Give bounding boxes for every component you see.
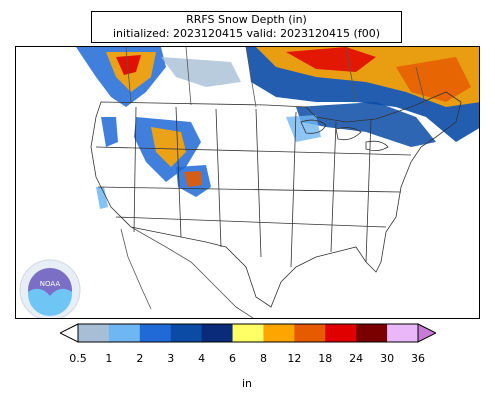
- mexico-outline: [130, 226, 254, 318]
- great-lakes-outline: [300, 119, 389, 151]
- snow-field-layer: [76, 47, 479, 209]
- colorbar-tick-label: 30: [380, 352, 395, 365]
- colorbar-segment: [325, 324, 357, 342]
- noaa-logo: NOAA: [19, 259, 81, 318]
- snow-region-cascades: [101, 117, 118, 147]
- snow-region-quebec-heavy: [396, 57, 471, 102]
- snow-region-sierra: [96, 187, 108, 209]
- colorbar-segment: [387, 324, 419, 342]
- colorbar-segment: [139, 324, 172, 342]
- map-title: RRFS Snow Depth (in): [186, 13, 307, 26]
- colorbar-over-arrow: [417, 323, 436, 343]
- colorbar-segment: [201, 324, 234, 342]
- colorbar-tick-label: 0.5: [69, 352, 87, 365]
- colorbar-segment: [356, 324, 388, 342]
- colorbar-segment: [263, 324, 295, 342]
- snow-region-great-lakes-light: [286, 115, 321, 142]
- state-lines: [95, 106, 412, 268]
- colorbar-tick-label: 18: [318, 352, 333, 365]
- canada-lines: [125, 47, 427, 108]
- colorbar-tick-label: 36: [411, 352, 425, 365]
- colorbar-border: [77, 323, 419, 343]
- colorbar-segment: [78, 324, 110, 342]
- colorbar-segment: [170, 324, 203, 342]
- boundary-layer: [90, 47, 462, 318]
- snow-region-great-lakes: [296, 102, 436, 147]
- colorbar-tick-label: 4: [198, 352, 206, 365]
- snow-region-alberta-light: [161, 57, 241, 87]
- colorbar-tick-label: 24: [349, 352, 364, 365]
- snow-region-colorado-deep: [184, 171, 202, 187]
- colorbar-units-label: in: [241, 377, 253, 390]
- colorbar-tick-label: 2: [136, 352, 144, 365]
- map-panel: NOAA: [15, 46, 480, 319]
- baja-outline: [120, 228, 152, 310]
- colorbar-tick-label: 6: [229, 352, 237, 365]
- colorbar-tick-label: 3: [167, 352, 175, 365]
- colorbar-tick-label: 1: [105, 352, 113, 365]
- colorbar-segment: [108, 324, 141, 342]
- colorbar-tick-label: 12: [287, 352, 302, 365]
- colorbar-tick-label: 8: [259, 352, 267, 365]
- map-subtitle: initialized: 2023120415 valid: 202312041…: [113, 27, 380, 40]
- snow-depth-map: NOAA: [19, 47, 479, 318]
- colorbar-segment: [232, 324, 264, 342]
- snow-region-bc-heavy: [116, 55, 141, 75]
- snow-region-canada-heavy: [286, 47, 376, 72]
- map-title-box: RRFS Snow Depth (in) initialized: 202312…: [91, 11, 402, 43]
- noaa-logo-text: NOAA: [40, 280, 61, 288]
- colorbar: [60, 323, 436, 343]
- colorbar-segment: [294, 324, 326, 342]
- colorbar-under-arrow: [60, 323, 79, 343]
